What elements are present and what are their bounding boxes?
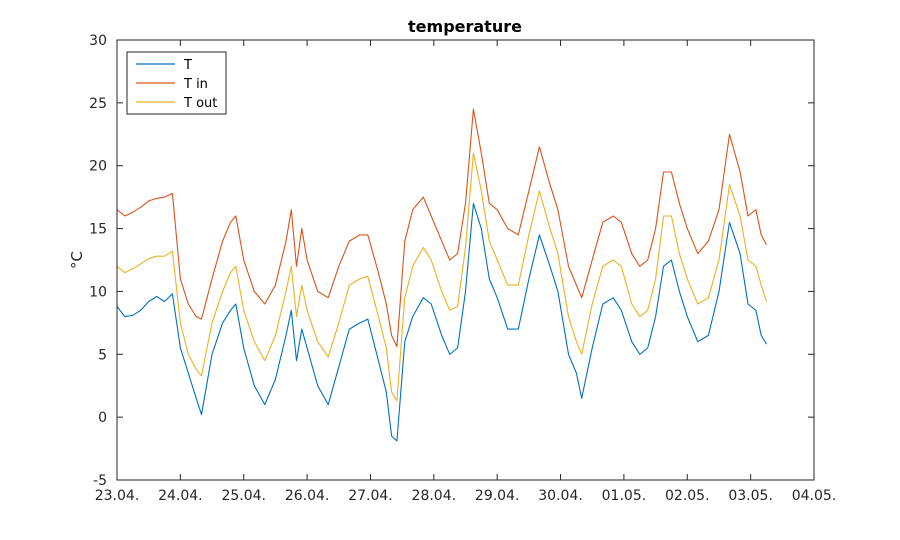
x-tick-label: 24.04.	[158, 488, 203, 504]
series-line-t-in	[116, 108, 767, 348]
y-tick-label: 20	[89, 159, 107, 175]
x-tick-label: 29.04.	[475, 488, 520, 504]
y-tick-label: 0	[98, 410, 107, 426]
y-tick-label: 30	[89, 33, 107, 49]
x-tick-label: 28.04.	[412, 488, 457, 504]
x-tick-label: 02.05.	[665, 488, 710, 504]
x-tick-label: 30.04.	[538, 488, 583, 504]
legend: T T in T out	[126, 51, 227, 115]
y-tick-label: 5	[98, 347, 107, 363]
chart-title: temperature	[408, 17, 522, 36]
y-tick-label: 15	[89, 222, 107, 238]
series-line-t-out	[116, 152, 768, 402]
y-tick-label: 10	[89, 284, 107, 300]
y-axis: -5 0 5 10 15 20 25 30	[89, 33, 814, 489]
x-tick-label: 25.04.	[221, 488, 266, 504]
legend-label-t: T	[183, 58, 192, 73]
y-axis-label: °C	[68, 251, 86, 269]
series-layer	[116, 108, 768, 442]
x-tick-label: 27.04.	[348, 488, 393, 504]
y-tick-label: 25	[89, 96, 107, 112]
legend-label-t-out: T out	[183, 96, 217, 111]
legend-label-t-in: T in	[183, 77, 208, 92]
x-tick-label: 01.05.	[602, 488, 647, 504]
x-tick-label: 03.05.	[728, 488, 773, 504]
y-tick-label: -5	[93, 473, 107, 489]
x-tick-label: 04.05.	[792, 488, 837, 504]
plot-area-frame	[116, 39, 815, 481]
series-line-t	[116, 202, 767, 442]
x-tick-label: 26.04.	[285, 488, 330, 504]
x-axis: 23.04. 24.04. 25.04. 26.04. 27.04. 28.04. 29.0…	[95, 40, 837, 504]
x-tick-label: 23.04.	[95, 488, 140, 504]
